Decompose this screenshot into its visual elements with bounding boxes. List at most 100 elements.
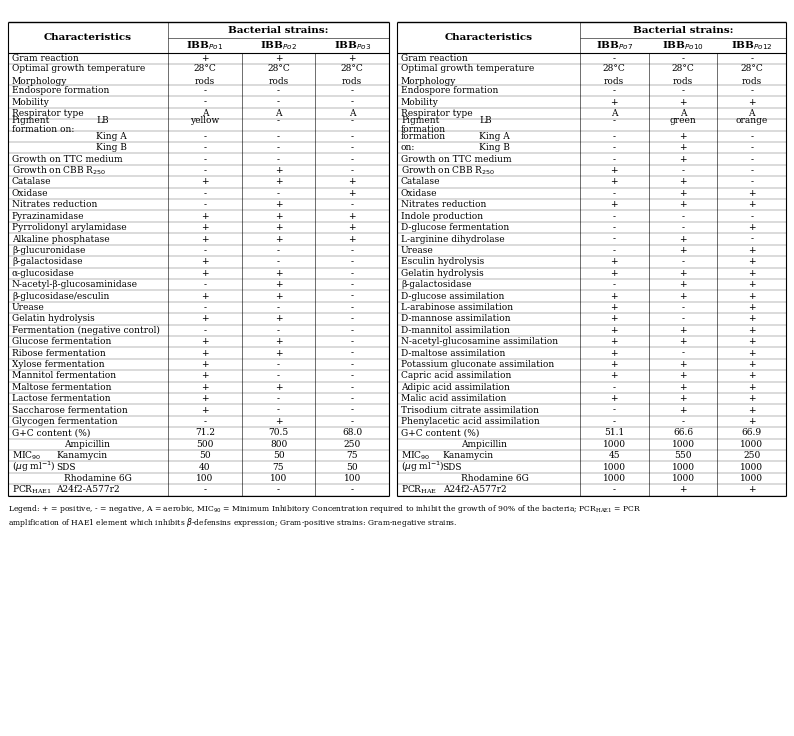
Text: -: - bbox=[681, 314, 684, 323]
Text: Bacterial strains:: Bacterial strains: bbox=[229, 26, 329, 35]
Text: D-mannitol assimilation: D-mannitol assimilation bbox=[401, 326, 510, 335]
Text: -: - bbox=[613, 486, 615, 495]
Text: IBB$_{Po7}$: IBB$_{Po7}$ bbox=[596, 39, 633, 52]
Text: +: + bbox=[201, 349, 209, 358]
Text: N-acetyl-glucosamine assimilation: N-acetyl-glucosamine assimilation bbox=[401, 337, 558, 346]
Text: PCR$_{\mathregular{HAE1}}$: PCR$_{\mathregular{HAE1}}$ bbox=[12, 484, 52, 496]
Text: +: + bbox=[201, 212, 209, 221]
Text: Growth on CBB R$_{250}$: Growth on CBB R$_{250}$ bbox=[401, 164, 495, 177]
Text: +: + bbox=[611, 269, 618, 277]
Text: -: - bbox=[203, 132, 206, 141]
Text: Legend: + = positive, - = negative, A = aerobic, MIC$_{90}$ = Minimum Inhibitory: Legend: + = positive, - = negative, A = … bbox=[8, 503, 642, 515]
Text: formation: formation bbox=[401, 132, 446, 141]
Text: +: + bbox=[679, 98, 687, 107]
Text: Optimal growth temperature: Optimal growth temperature bbox=[12, 63, 145, 73]
Text: +: + bbox=[201, 223, 209, 232]
Text: +: + bbox=[679, 246, 687, 255]
Text: rods: rods bbox=[604, 77, 624, 86]
Text: -: - bbox=[613, 116, 615, 125]
Text: Kanamycin: Kanamycin bbox=[56, 451, 107, 460]
Text: +: + bbox=[201, 383, 209, 392]
Text: 50: 50 bbox=[272, 451, 284, 460]
Text: IBB$_{Po1}$: IBB$_{Po1}$ bbox=[187, 39, 223, 52]
Text: -: - bbox=[203, 86, 206, 95]
Text: G+C content (%): G+C content (%) bbox=[401, 428, 480, 437]
Text: +: + bbox=[349, 212, 356, 221]
Text: King A: King A bbox=[96, 132, 127, 141]
Text: +: + bbox=[201, 235, 209, 244]
Text: -: - bbox=[351, 360, 353, 369]
Text: -: - bbox=[681, 54, 684, 63]
Text: -: - bbox=[351, 280, 353, 289]
Text: -: - bbox=[681, 417, 684, 426]
Text: 550: 550 bbox=[674, 451, 692, 460]
Text: +: + bbox=[748, 223, 755, 232]
Text: amplification of HAE1 element which inhibits $\beta$-defensins expression; Gram-: amplification of HAE1 element which inhi… bbox=[8, 516, 457, 529]
Text: +: + bbox=[275, 383, 283, 392]
Text: +: + bbox=[679, 269, 687, 277]
Text: 250: 250 bbox=[344, 440, 360, 449]
Text: +: + bbox=[611, 98, 618, 107]
Text: -: - bbox=[351, 132, 353, 141]
Text: Optimal growth temperature: Optimal growth temperature bbox=[401, 63, 534, 73]
Text: LB: LB bbox=[480, 116, 492, 125]
Text: A: A bbox=[749, 109, 755, 118]
Text: +: + bbox=[679, 189, 687, 198]
Text: Trisodium citrate assimilation: Trisodium citrate assimilation bbox=[401, 406, 539, 414]
Text: Malic acid assimilation: Malic acid assimilation bbox=[401, 394, 507, 403]
Text: Bacterial strains:: Bacterial strains: bbox=[633, 26, 733, 35]
Text: +: + bbox=[748, 417, 755, 426]
Text: D-maltose assimilation: D-maltose assimilation bbox=[401, 349, 505, 358]
Text: Indole production: Indole production bbox=[401, 212, 483, 221]
Text: +: + bbox=[748, 394, 755, 403]
Text: Ampicillin: Ampicillin bbox=[64, 440, 110, 449]
Text: -: - bbox=[681, 303, 684, 312]
Text: +: + bbox=[679, 177, 687, 186]
Text: -: - bbox=[351, 303, 353, 312]
Text: 50: 50 bbox=[199, 451, 210, 460]
Text: +: + bbox=[679, 337, 687, 346]
Text: +: + bbox=[201, 394, 209, 403]
Text: G+C content (%): G+C content (%) bbox=[12, 428, 91, 437]
Text: Characteristics: Characteristics bbox=[44, 33, 132, 42]
Text: rods: rods bbox=[195, 77, 215, 86]
Text: -: - bbox=[750, 144, 754, 152]
Text: -: - bbox=[351, 383, 353, 392]
Text: -: - bbox=[613, 144, 615, 152]
Text: -: - bbox=[351, 372, 353, 381]
Text: +: + bbox=[201, 177, 209, 186]
Text: Endospore formation: Endospore formation bbox=[401, 86, 499, 95]
Text: SDS: SDS bbox=[443, 463, 462, 472]
Text: +: + bbox=[201, 291, 209, 300]
Text: +: + bbox=[201, 269, 209, 277]
Text: +: + bbox=[611, 326, 618, 335]
Text: +: + bbox=[679, 200, 687, 209]
Text: β-galactosidase: β-galactosidase bbox=[401, 280, 472, 289]
Text: -: - bbox=[351, 98, 353, 107]
Text: +: + bbox=[679, 406, 687, 414]
Text: +: + bbox=[201, 337, 209, 346]
Text: formation: formation bbox=[401, 125, 446, 134]
Text: +: + bbox=[349, 54, 356, 63]
Text: -: - bbox=[203, 200, 206, 209]
Text: -: - bbox=[203, 144, 206, 152]
Text: β-glucuronidase: β-glucuronidase bbox=[12, 246, 85, 255]
Text: A: A bbox=[349, 109, 356, 118]
Text: rods: rods bbox=[742, 77, 761, 86]
Text: A24f2-A577r2: A24f2-A577r2 bbox=[56, 486, 120, 495]
Text: -: - bbox=[613, 383, 615, 392]
Text: +: + bbox=[679, 155, 687, 163]
Text: Glycogen fermentation: Glycogen fermentation bbox=[12, 417, 118, 426]
Text: -: - bbox=[613, 417, 615, 426]
Text: +: + bbox=[748, 337, 755, 346]
Text: 1000: 1000 bbox=[603, 474, 626, 483]
Text: +: + bbox=[679, 144, 687, 152]
Text: 75: 75 bbox=[272, 463, 284, 472]
Text: 28°C: 28°C bbox=[740, 63, 763, 73]
Text: +: + bbox=[679, 372, 687, 381]
Text: +: + bbox=[275, 54, 283, 63]
Text: -: - bbox=[277, 303, 280, 312]
Text: -: - bbox=[277, 189, 280, 198]
Text: -: - bbox=[277, 394, 280, 403]
Text: -: - bbox=[750, 212, 754, 221]
